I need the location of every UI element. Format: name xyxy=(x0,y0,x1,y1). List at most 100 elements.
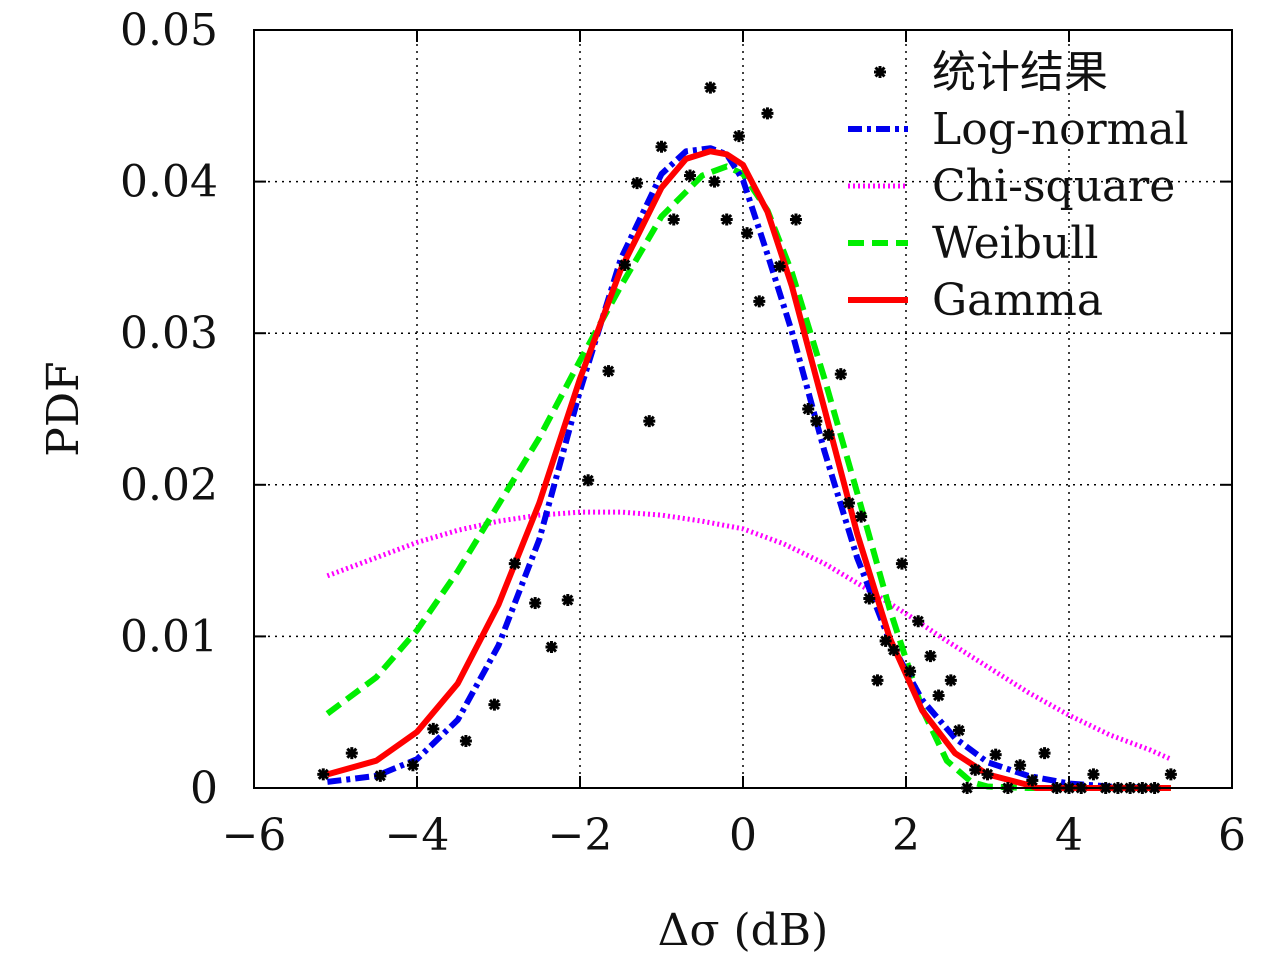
data-point xyxy=(631,177,644,190)
data-point xyxy=(810,415,823,428)
data-point-d2 xyxy=(953,724,965,736)
data-point xyxy=(602,365,615,378)
data-point xyxy=(1164,768,1177,781)
data-point xyxy=(561,594,574,607)
data-point xyxy=(406,759,419,772)
data-point-d2 xyxy=(810,415,822,427)
data-point xyxy=(427,722,440,735)
data-point-d2 xyxy=(880,635,892,647)
data-point-d2 xyxy=(562,594,574,606)
data-point-d2 xyxy=(981,768,994,780)
data-point xyxy=(944,674,957,687)
data-point xyxy=(871,674,884,687)
data-point-d2 xyxy=(317,768,329,780)
data-point xyxy=(761,107,774,120)
legend-entry: Gamma xyxy=(848,275,1103,326)
y-tick-label: 0.04 xyxy=(120,157,218,208)
data-point xyxy=(374,769,387,782)
data-point xyxy=(317,768,330,781)
legend-label: 统计结果 xyxy=(932,47,1108,98)
data-point xyxy=(932,689,945,702)
data-point-d2 xyxy=(346,747,358,759)
data-point-d2 xyxy=(753,295,765,307)
legend-label: Gamma xyxy=(932,275,1103,326)
data-point-d2 xyxy=(529,597,541,609)
data-point-d2 xyxy=(545,641,558,653)
data-point-d2 xyxy=(912,615,924,627)
data-point xyxy=(684,169,697,182)
data-point-d2 xyxy=(904,665,916,677)
x-tick-label: −4 xyxy=(385,810,450,861)
data-point xyxy=(802,403,815,415)
data-point xyxy=(708,175,721,188)
data-point xyxy=(704,81,717,94)
data-point xyxy=(1014,759,1027,772)
data-point xyxy=(981,768,994,781)
data-point xyxy=(1038,747,1051,760)
data-point-d2 xyxy=(933,689,945,702)
data-point-d2 xyxy=(855,511,867,523)
data-point-d2 xyxy=(863,592,875,605)
legend-entry: Chi-square xyxy=(848,161,1175,212)
data-point xyxy=(904,665,917,678)
data-point-d2 xyxy=(619,259,631,271)
legend-label: Weibull xyxy=(932,218,1098,269)
x-tick-label: 2 xyxy=(892,810,920,861)
legend: 统计结果 Log-normal Chi-square Weibull Gamma xyxy=(848,47,1189,326)
data-point-d2 xyxy=(708,176,721,188)
data-point xyxy=(488,698,501,711)
data-point xyxy=(989,748,1002,761)
data-point-d2 xyxy=(835,368,847,380)
x-tick-label: 0 xyxy=(729,810,757,861)
data-point-d2 xyxy=(924,650,937,662)
data-point xyxy=(855,510,868,523)
legend-label: Chi-square xyxy=(932,161,1175,212)
data-point xyxy=(952,724,965,737)
y-tick-label: 0.02 xyxy=(120,460,218,511)
data-point xyxy=(459,735,472,748)
data-point xyxy=(753,295,766,308)
data-point-d2 xyxy=(427,723,439,735)
data-point xyxy=(618,258,631,271)
data-point xyxy=(582,474,595,487)
data-point xyxy=(741,227,754,240)
y-axis-label: PDF xyxy=(38,361,89,456)
data-point-d2 xyxy=(990,749,1002,761)
data-point-d2 xyxy=(843,497,855,509)
data-point xyxy=(842,496,855,509)
data-point xyxy=(773,260,786,273)
data-point-d2 xyxy=(643,415,655,427)
data-point-d2 xyxy=(655,141,668,153)
data-point xyxy=(732,130,745,143)
data-point xyxy=(924,650,937,663)
x-tick-label: −2 xyxy=(548,810,613,861)
y-tick-label: 0 xyxy=(190,763,218,814)
data-point xyxy=(508,557,521,570)
data-point-d2 xyxy=(602,365,615,377)
data-point-d2 xyxy=(733,130,745,142)
data-point-d2 xyxy=(460,735,472,747)
data-point xyxy=(720,213,733,226)
data-point xyxy=(863,592,876,605)
data-point-d2 xyxy=(741,227,753,239)
data-point-d2 xyxy=(802,403,814,415)
data-point-d2 xyxy=(1014,759,1026,771)
data-point-d2 xyxy=(407,759,419,771)
data-point-d2 xyxy=(631,177,643,189)
data-point-d2 xyxy=(761,107,774,119)
data-point xyxy=(969,763,982,776)
data-point-d2 xyxy=(888,644,900,656)
legend-entry: 统计结果 xyxy=(874,47,1108,98)
data-point-d2 xyxy=(374,770,386,782)
data-point xyxy=(887,644,900,657)
data-point xyxy=(667,213,680,226)
data-point-d2 xyxy=(969,764,981,776)
data-point xyxy=(834,368,847,381)
data-point-d2 xyxy=(1087,768,1100,780)
data-point-d2 xyxy=(774,260,786,273)
data-point xyxy=(529,597,542,610)
data-point-d2 xyxy=(1165,768,1177,780)
x-axis-label: Δσ (dB) xyxy=(658,905,829,956)
data-point-d2 xyxy=(488,699,500,711)
data-point-d2 xyxy=(945,674,957,686)
